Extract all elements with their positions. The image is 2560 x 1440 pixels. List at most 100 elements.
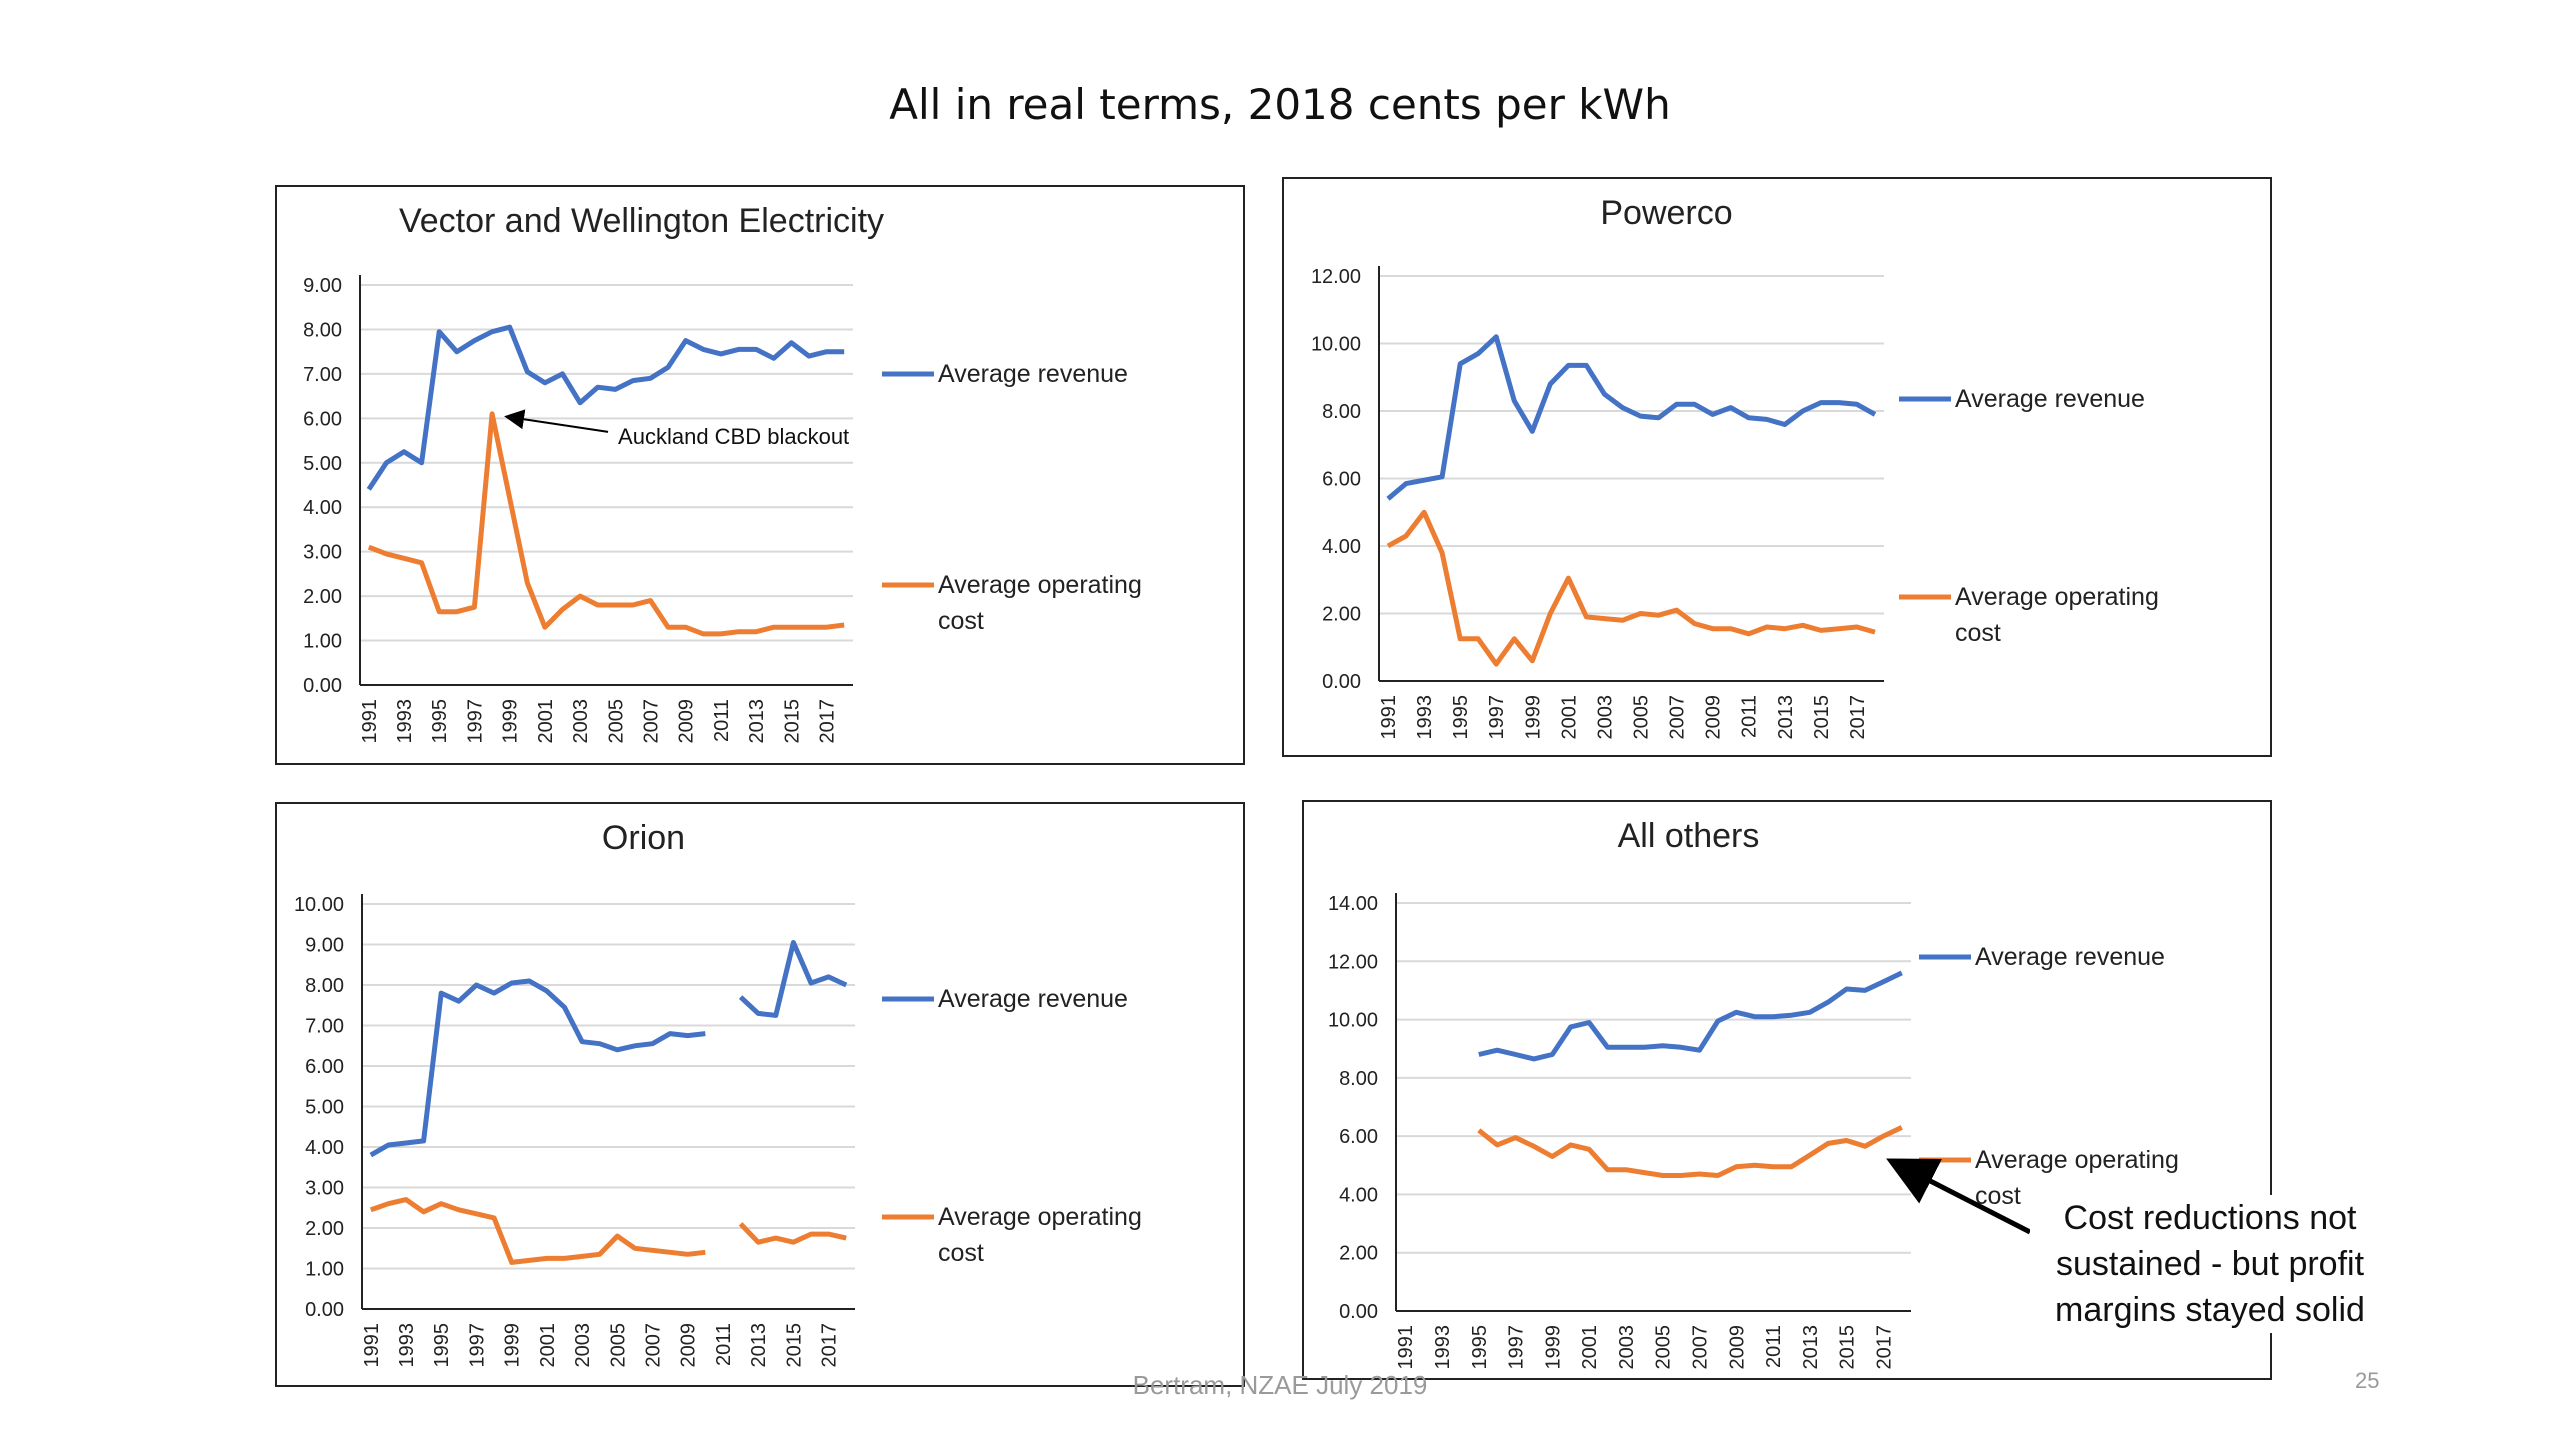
x-tick-label: 2017 xyxy=(817,699,839,744)
chart-title: Vector and Wellington Electricity xyxy=(399,202,884,240)
chart-title: Orion xyxy=(602,819,685,857)
y-tick-label: 2.00 xyxy=(305,1218,344,1240)
y-tick-label: 0.00 xyxy=(1322,671,1361,693)
x-tick-label: 1999 xyxy=(502,1323,524,1368)
x-tick-label: 1995 xyxy=(1469,1325,1491,1370)
x-tick-label: 2009 xyxy=(676,699,698,744)
legend-label: Average revenue xyxy=(938,985,1128,1013)
y-tick-label: 0.00 xyxy=(305,1299,344,1321)
legend-label: Average revenue xyxy=(1955,385,2145,413)
x-tick-label: 2007 xyxy=(1689,1325,1711,1370)
footer-credit: Bertram, NZAE July 2019 xyxy=(1132,1370,1428,1400)
callout-annotation: Cost reductions not sustained - but prof… xyxy=(2030,1195,2390,1333)
x-tick-label: 2013 xyxy=(748,1323,770,1368)
x-tick-label: 1991 xyxy=(1395,1325,1417,1370)
x-tick-label: 1993 xyxy=(396,1323,418,1368)
chart-panel-powerco: Powerco 0.00 2.00 4.00 6.00 8.00 10.00 12.00 199… xyxy=(1282,177,2272,757)
y-tick-label: 8.00 xyxy=(303,319,342,341)
y-tick-label: 9.00 xyxy=(305,935,344,957)
x-tick-label: 2015 xyxy=(783,1323,805,1368)
page-title: All in real terms, 2018 cents per kWh xyxy=(889,80,1671,129)
y-tick-label: 6.00 xyxy=(305,1056,344,1078)
series-line-average-revenue xyxy=(369,940,848,1158)
y-tick-label: 7.00 xyxy=(305,1016,344,1038)
y-tick-label: 4.00 xyxy=(303,497,342,519)
x-tick-label: 2001 xyxy=(1558,695,1580,740)
chart-title: All others xyxy=(1618,817,1760,855)
x-tick-label: 1993 xyxy=(1432,1325,1454,1370)
x-tick-label: 2011 xyxy=(1739,695,1761,738)
y-tick-label: 12.00 xyxy=(1311,266,1361,288)
chart-orion: Orion 0.00 1.00 2.00 3.00 4.00 5.00 6.00 7.00 8.0… xyxy=(294,819,1142,1368)
x-tick-label: 1995 xyxy=(1450,695,1472,740)
x-tick-label: 1997 xyxy=(1486,695,1508,740)
x-tick-label: 2011 xyxy=(711,699,733,742)
y-tick-label: 6.00 xyxy=(1339,1126,1378,1148)
y-tick-label: 0.00 xyxy=(1339,1301,1378,1323)
x-tick-label: 2007 xyxy=(643,1323,665,1368)
x-tick-label: 2001 xyxy=(537,1323,559,1368)
y-tick-label: 8.00 xyxy=(305,975,344,997)
x-tick-label: 2017 xyxy=(1847,695,1869,740)
x-tick-label: 2017 xyxy=(819,1323,841,1368)
page-number: 25 xyxy=(2355,1368,2380,1393)
legend-label: Average operating xyxy=(938,571,1142,599)
y-tick-label: 2.00 xyxy=(303,586,342,608)
x-tick-label: 2013 xyxy=(746,699,768,744)
chart-panel-orion: Orion 0.00 1.00 2.00 3.00 4.00 5.00 6.00 7.00 8.0… xyxy=(275,802,1245,1387)
y-tick-label: 0.00 xyxy=(303,675,342,697)
chart-vector-wellington: Vector and Wellington Electricity 0.00 1.0… xyxy=(303,202,1142,744)
y-tick-label: 3.00 xyxy=(303,542,342,564)
y-tick-label: 10.00 xyxy=(1311,334,1361,356)
x-tick-label: 1997 xyxy=(464,699,486,744)
x-tick-label: 2005 xyxy=(607,1323,629,1368)
x-tick-label: 2003 xyxy=(570,699,592,744)
x-tick-label: 1999 xyxy=(500,699,522,744)
legend-label-cont: cost xyxy=(1975,1182,2021,1210)
x-tick-label: 1995 xyxy=(429,699,451,744)
x-tick-label: 1993 xyxy=(1414,695,1436,740)
x-tick-label: 2007 xyxy=(641,699,663,744)
x-tick-label: 1995 xyxy=(431,1323,453,1368)
chart-title: Powerco xyxy=(1600,194,1732,232)
series-line-average-revenue xyxy=(1386,334,1877,501)
x-tick-label: 2007 xyxy=(1667,695,1689,740)
series-line-average-operating-cost xyxy=(1477,1125,1903,1178)
y-tick-label: 6.00 xyxy=(1322,469,1361,491)
y-tick-label: 3.00 xyxy=(305,1178,344,1200)
series-line-average-operating-cost xyxy=(1386,509,1876,667)
y-tick-label: 12.00 xyxy=(1328,951,1378,973)
y-tick-label: 8.00 xyxy=(1339,1068,1378,1090)
y-tick-label: 9.00 xyxy=(303,275,342,297)
y-tick-label: 4.00 xyxy=(305,1137,344,1159)
legend-label-cont: cost xyxy=(938,1239,984,1267)
x-tick-label: 2015 xyxy=(1837,1325,1859,1370)
y-tick-label: 6.00 xyxy=(303,408,342,430)
series-line-average-revenue xyxy=(366,324,845,491)
x-tick-label: 2005 xyxy=(605,699,627,744)
x-tick-label: 2015 xyxy=(781,699,803,744)
x-tick-label: 2003 xyxy=(1594,695,1616,740)
x-tick-label: 2013 xyxy=(1800,1325,1822,1370)
x-tick-label: 1999 xyxy=(1522,695,1544,740)
y-tick-label: 5.00 xyxy=(305,1097,344,1119)
x-tick-label: 2011 xyxy=(713,1323,735,1366)
x-tick-label: 1991 xyxy=(359,699,381,744)
x-tick-label: 2009 xyxy=(1703,695,1725,740)
y-tick-label: 10.00 xyxy=(1328,1010,1378,1032)
y-tick-label: 14.00 xyxy=(1328,893,1378,915)
x-tick-label: 2005 xyxy=(1631,695,1653,740)
legend-label: Average operating xyxy=(938,1203,1142,1231)
chart-powerco: Powerco 0.00 2.00 4.00 6.00 8.00 10.00 12.00 199… xyxy=(1311,194,2159,740)
x-tick-label: 2001 xyxy=(535,699,557,744)
x-tick-label: 1991 xyxy=(1378,695,1400,740)
x-tick-label: 2003 xyxy=(572,1323,594,1368)
x-tick-label: 1993 xyxy=(394,699,416,744)
x-tick-label: 2015 xyxy=(1811,695,1833,740)
x-tick-label: 1999 xyxy=(1542,1325,1564,1370)
x-tick-label: 2011 xyxy=(1763,1325,1785,1368)
y-tick-label: 1.00 xyxy=(305,1259,344,1281)
x-tick-label: 2013 xyxy=(1775,695,1797,740)
x-tick-label: 1991 xyxy=(361,1323,383,1368)
chart-panel-vector-wellington: Vector and Wellington Electricity 0.00 1.0… xyxy=(275,185,1245,765)
